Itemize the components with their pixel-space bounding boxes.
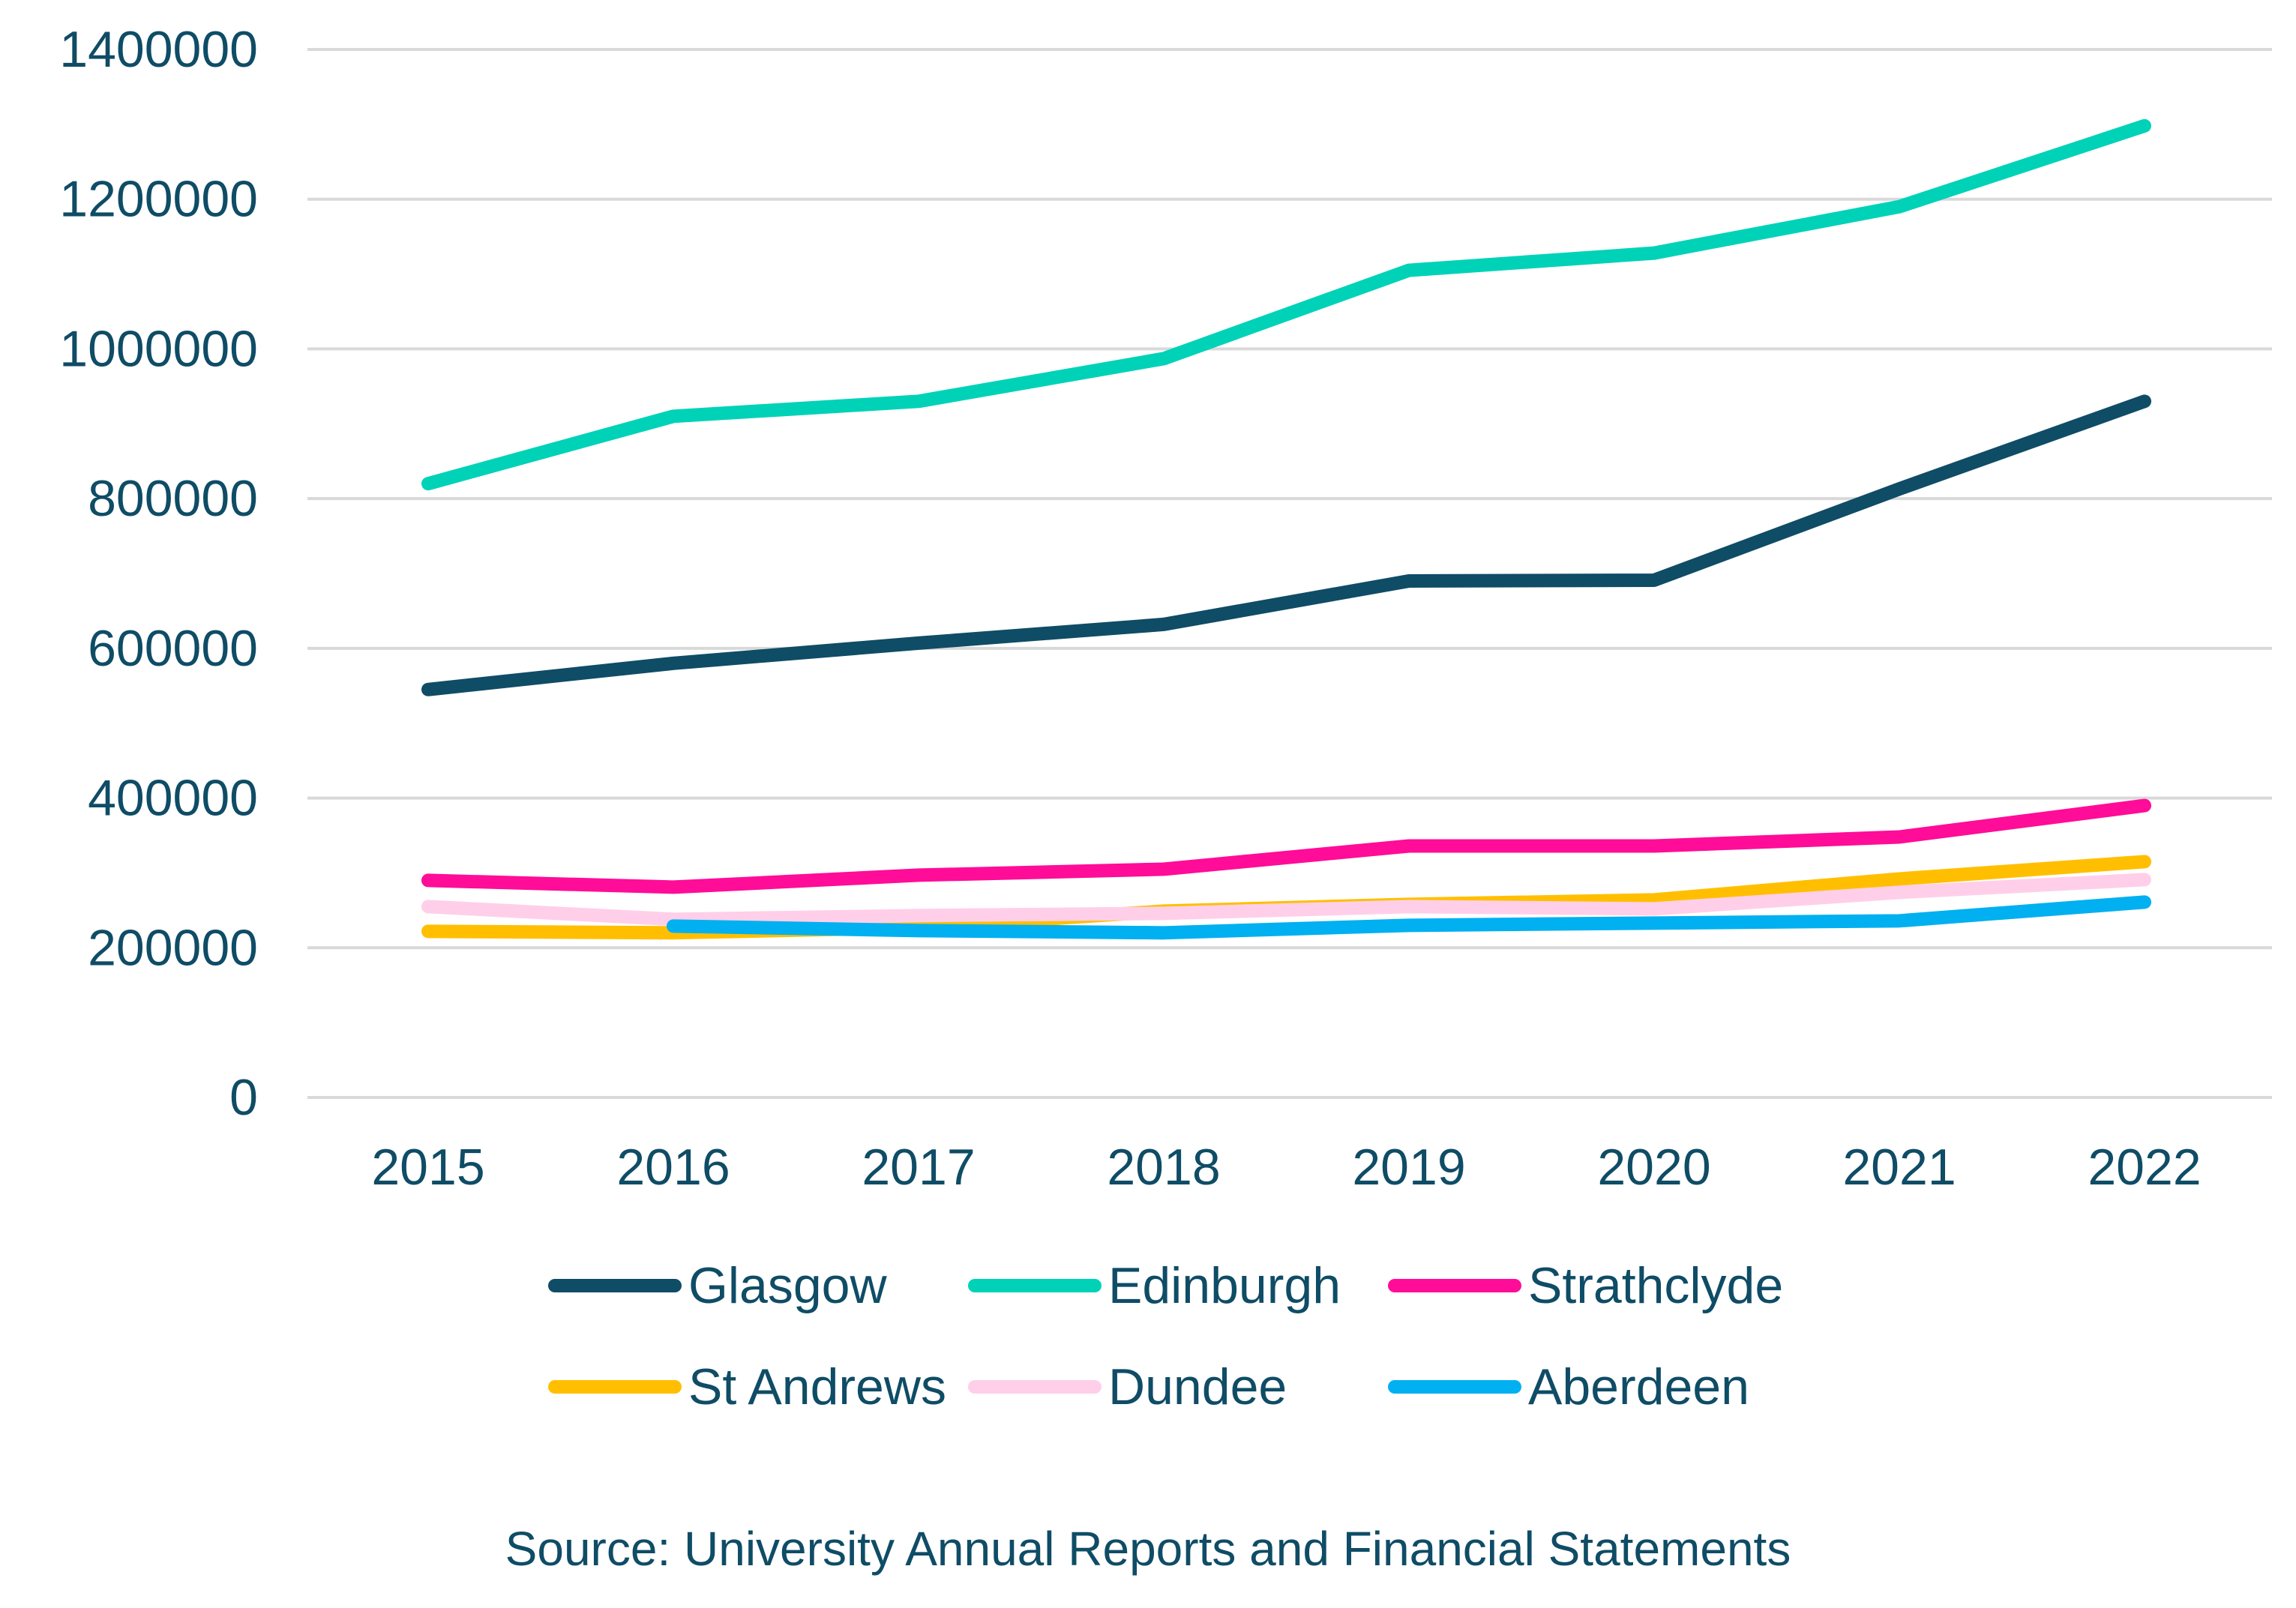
y-axis-tick-labels: 0 200000 400000 600000 800000 1000000 1200000 1… [59,21,258,1126]
legend-label: Strathclyde [1528,1257,1783,1314]
legend-item: Glasgow [548,1257,887,1314]
y-tick-label: 0 [229,1069,258,1126]
legend-item: Aberdeen [1388,1358,1749,1415]
x-tick-label: 2017 [862,1139,975,1196]
series-line-edinburgh [421,118,2151,491]
x-tick-label: 2019 [1352,1139,1465,1196]
series-line-glasgow [421,394,2151,696]
legend-label: Dundee [1108,1358,1287,1415]
x-tick-label: 2022 [2088,1139,2201,1196]
x-axis-tick-labels: 2015 2016 2017 2018 2019 2020 2021 2022 [371,1139,2201,1196]
y-tick-label: 1000000 [59,320,258,377]
y-tick-label: 200000 [88,919,258,976]
legend-item: Strathclyde [1388,1257,1783,1314]
legend-label: Aberdeen [1528,1358,1749,1415]
grid-lines [307,48,2272,1099]
y-tick-label: 600000 [88,620,258,677]
legend-label: Edinburgh [1108,1257,1341,1314]
x-tick-label: 2016 [616,1139,730,1196]
x-tick-label: 2021 [1842,1139,1956,1196]
legend-label: St Andrews [688,1358,946,1415]
x-tick-label: 2015 [371,1139,484,1196]
x-tick-label: 2018 [1107,1139,1220,1196]
x-tick-label: 2020 [1597,1139,1710,1196]
legend-item: Edinburgh [968,1257,1341,1314]
y-tick-label: 1200000 [59,171,258,228]
y-tick-label: 1400000 [59,21,258,78]
legend-item: St Andrews [548,1358,946,1415]
series-lines [421,118,2151,940]
source-note: Source: University Annual Reports and Fi… [505,1522,1791,1576]
series-line-dundee [421,873,2151,927]
y-tick-label: 800000 [88,470,258,527]
y-tick-label: 400000 [88,770,258,827]
legend: Glasgow Edinburgh Strathclyde St Andrews Dun… [548,1257,1783,1415]
legend-item: Dundee [968,1358,1287,1415]
series-line-aberdeen [667,895,2151,940]
legend-label: Glasgow [688,1257,887,1314]
series-line-strathclyde [421,798,2151,894]
